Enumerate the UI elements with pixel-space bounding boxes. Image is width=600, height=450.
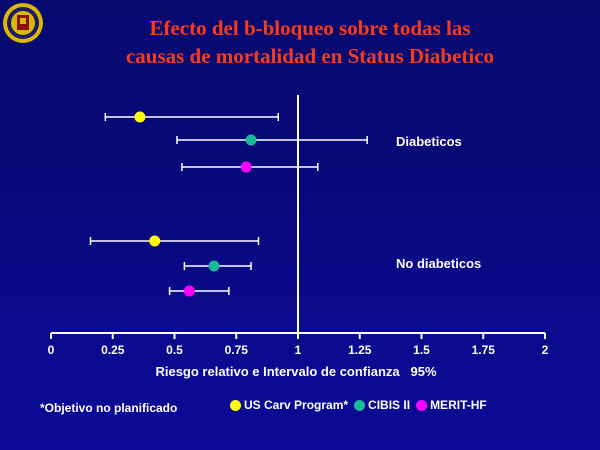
- point-estimate: [245, 134, 257, 146]
- legend-marker-magenta: [416, 399, 428, 411]
- group-label-no-diabeticos: No diabeticos: [396, 256, 481, 271]
- x-tick-label: 0.5: [166, 343, 183, 357]
- group-label-diabeticos: Diabeticos: [396, 134, 462, 149]
- legend-label-cibis: CIBIS II: [368, 398, 411, 412]
- legend-item-cibis: CIBIS II: [354, 398, 410, 412]
- x-tick-label: 1: [295, 343, 302, 357]
- x-tick-label: 1.25: [348, 343, 372, 357]
- x-tick-label: 0: [48, 343, 55, 357]
- x-tick-label: 0.25: [101, 343, 125, 357]
- legend-item-merit: MERIT-HF: [416, 398, 487, 412]
- x-tick-label: 2: [542, 343, 549, 357]
- university-seal-logo: [3, 3, 43, 43]
- x-tick-label: 1.75: [472, 343, 496, 357]
- point-estimate: [208, 260, 220, 272]
- x-tick-label: 1.5: [413, 343, 430, 357]
- legend: US Carv Program* CIBIS II MERIT-HF: [230, 396, 489, 414]
- legend-item-us-carv: US Carv Program*: [230, 398, 348, 412]
- footnote: *Objetivo no planificado: [40, 401, 178, 415]
- title-line-2: causas de mortalidad en Status Diabetico: [125, 44, 495, 68]
- x-axis-label: Riesgo relativo e Intervalo de confianza…: [155, 364, 436, 379]
- x-tick-label: 0.75: [225, 343, 249, 357]
- legend-marker-teal: [354, 399, 366, 411]
- legend-label-merit: MERIT-HF: [430, 398, 487, 412]
- point-estimate: [134, 111, 146, 123]
- legend-label-us-carv: US Carv Program*: [244, 398, 349, 412]
- legend-marker-yellow: [230, 399, 241, 411]
- slide-title: Efecto del b-bloqueo sobre todas las cau…: [60, 14, 560, 70]
- point-estimate: [149, 235, 161, 247]
- title-line-1: Efecto del b-bloqueo sobre todas las: [149, 16, 471, 40]
- point-estimate: [183, 285, 195, 297]
- point-estimate: [240, 161, 252, 173]
